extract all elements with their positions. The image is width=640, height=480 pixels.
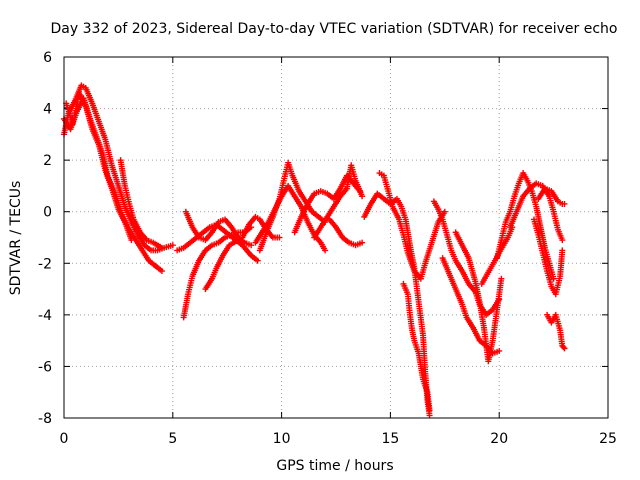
data-point bbox=[254, 257, 261, 264]
y-tick-label: 4 bbox=[43, 102, 52, 118]
x-tick-label: 20 bbox=[490, 431, 508, 447]
data-point bbox=[248, 242, 255, 249]
data-point bbox=[322, 247, 329, 254]
data-point bbox=[239, 242, 246, 249]
x-axis-label: GPS time / hours bbox=[276, 458, 393, 474]
y-tick-labels: -8 -6 -4 -2 0 2 4 6 bbox=[38, 50, 52, 427]
y-tick-label: 2 bbox=[43, 153, 52, 169]
data-points bbox=[61, 82, 568, 419]
grid-lines bbox=[64, 57, 608, 418]
data-point bbox=[128, 237, 135, 244]
y-axis-label: SDTVAR / TECUs bbox=[8, 181, 24, 296]
data-point bbox=[158, 268, 165, 275]
data-point bbox=[426, 407, 433, 414]
x-tick-labels: 0 5 10 15 20 25 bbox=[60, 431, 617, 447]
x-tick-label: 25 bbox=[599, 431, 617, 447]
y-tick-label: -4 bbox=[38, 308, 52, 324]
data-point bbox=[559, 247, 566, 254]
chart-title: Day 332 of 2023, Sidereal Day-to-day VTE… bbox=[51, 21, 618, 37]
data-point bbox=[550, 275, 557, 282]
x-tick-label: 10 bbox=[273, 431, 291, 447]
y-tick-label: -8 bbox=[38, 411, 52, 427]
data-point bbox=[496, 347, 503, 354]
data-point bbox=[559, 237, 566, 244]
x-tick-label: 15 bbox=[381, 431, 399, 447]
data-point bbox=[359, 239, 366, 246]
y-tick-label: -6 bbox=[38, 359, 52, 375]
y-tick-label: 0 bbox=[43, 205, 52, 221]
data-point bbox=[426, 412, 433, 419]
data-point bbox=[359, 193, 366, 200]
plot-frame bbox=[63, 56, 609, 419]
data-point bbox=[441, 208, 448, 215]
data-point bbox=[561, 345, 568, 352]
x-tick-label: 5 bbox=[168, 431, 177, 447]
data-point bbox=[561, 200, 568, 207]
data-point bbox=[276, 234, 283, 241]
data-point bbox=[560, 344, 567, 351]
y-tick-label: -2 bbox=[38, 256, 52, 272]
data-point bbox=[498, 275, 505, 282]
y-tick-label: 6 bbox=[43, 50, 52, 66]
data-point bbox=[169, 242, 176, 249]
x-tick-label: 0 bbox=[60, 431, 69, 447]
data-point bbox=[158, 244, 165, 251]
